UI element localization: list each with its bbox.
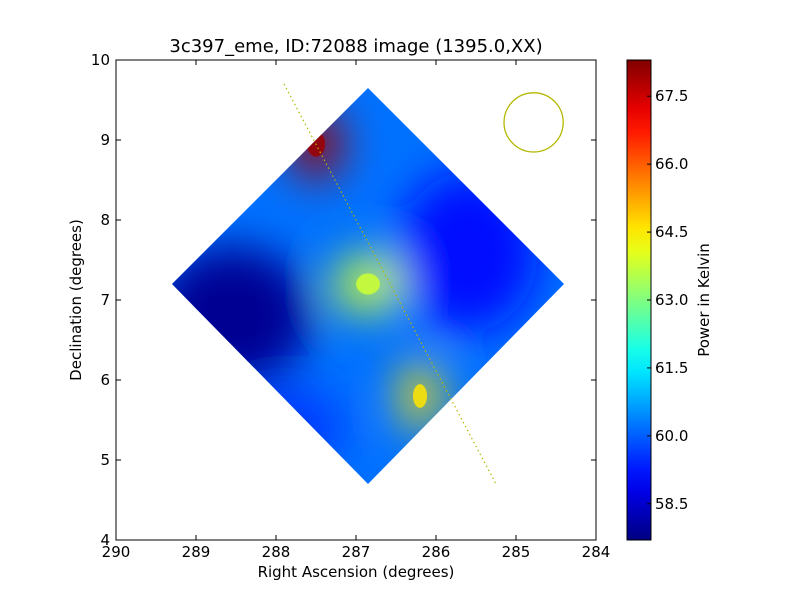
colorbar-tick-label: 66.0: [655, 155, 688, 173]
colorbar-tick-label: 63.0: [655, 291, 688, 309]
y-tick-label: 5: [100, 451, 110, 469]
colorbar-tick-label: 58.5: [655, 495, 688, 513]
x-tick-label: 287: [342, 543, 371, 561]
x-tick-label: 288: [262, 543, 291, 561]
y-axis: 4 5 6 7 8 9 10: [91, 51, 596, 549]
colorbar-tick-label: 61.5: [655, 359, 688, 377]
x-tick-label: 289: [182, 543, 211, 561]
colorbar-tick-label: 67.5: [655, 87, 688, 105]
colorbar-tick-label: 60.0: [655, 427, 688, 445]
dotted-line-overlay: [283, 83, 497, 485]
colorbar: 58.5 60.0 61.5 63.0 64.5 66.0 67.5 Power in Ke…: [626, 59, 713, 541]
x-axis-label: Right Ascension (degrees): [258, 563, 455, 581]
y-axis-label: Declination (degrees): [67, 219, 85, 381]
colorbar-ticks: 58.5 60.0 61.5 63.0 64.5 66.0 67.5: [647, 87, 688, 513]
y-tick-label: 6: [100, 371, 110, 389]
colorbar-tick-label: 64.5: [655, 223, 688, 241]
y-tick-label: 4: [100, 531, 110, 549]
heatmap-hotspot-1: [413, 384, 427, 408]
heatmap-hotspot-2: [356, 273, 380, 295]
y-tick-label: 7: [100, 291, 110, 309]
colorbar-label: Power in Kelvin: [695, 243, 713, 357]
x-tick-label: 286: [422, 543, 451, 561]
x-tick-label: 285: [502, 543, 531, 561]
beam-circle-overlay: [503, 92, 564, 153]
chart-title: 3c397_eme, ID:72088 image (1395.0,XX): [169, 36, 542, 57]
plot-area: 290 289 288 287 286 285 284 4 5 6 7 8 9 10: [91, 51, 610, 561]
y-tick-label: 10: [91, 51, 110, 69]
x-axis: 290 289 288 287 286 285 284: [102, 60, 611, 561]
y-tick-label: 8: [100, 211, 110, 229]
x-tick-label: 284: [582, 543, 611, 561]
x-tick-label: 290: [102, 543, 131, 561]
y-tick-label: 9: [100, 131, 110, 149]
